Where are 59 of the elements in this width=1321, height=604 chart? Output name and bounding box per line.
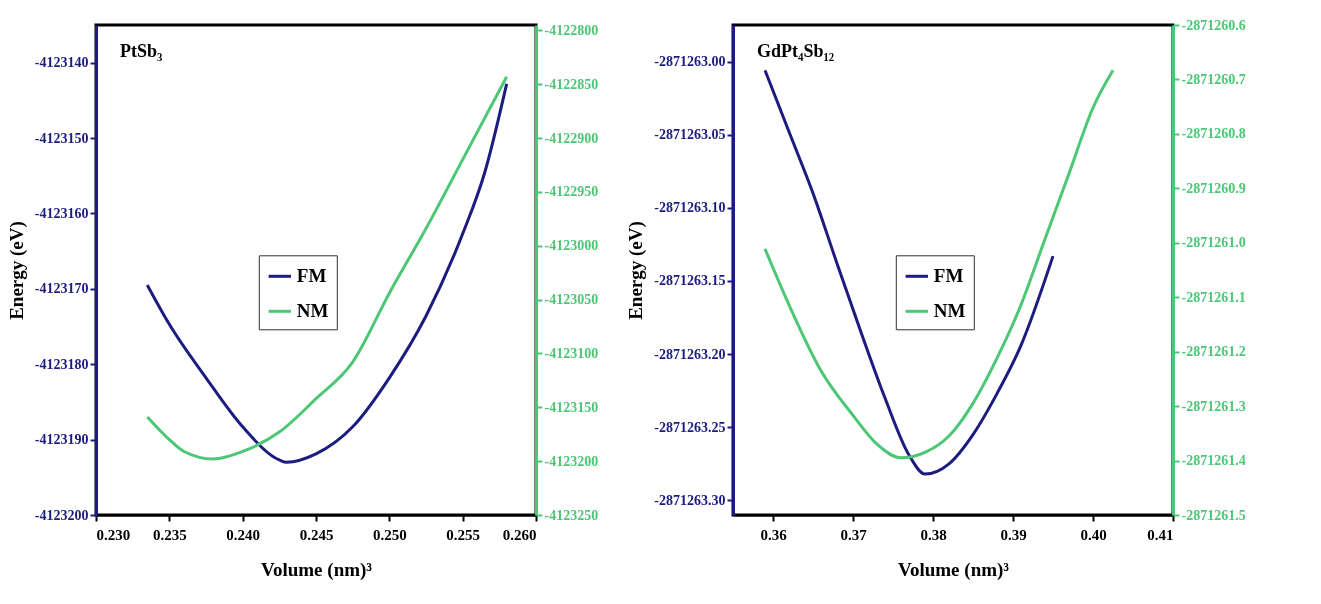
y2-tick-label: -4122850 xyxy=(544,76,599,92)
legend-label: FM xyxy=(933,265,964,287)
y2-tick-label: -2871261.4 xyxy=(1181,453,1246,469)
y2-tick-label: -4123000 xyxy=(544,238,599,254)
y2-tick-label: -2871261.5 xyxy=(1181,507,1246,523)
x-tick-label: 0.39 xyxy=(1000,526,1027,543)
x-tick-label: 0.230 xyxy=(96,526,131,543)
y2-tick-label: -2871260.8 xyxy=(1181,126,1246,142)
annotation: PtSb₃ xyxy=(120,41,164,61)
y-tick-label: -2871263.25 xyxy=(654,419,726,435)
y2-tick-label: -2871260.9 xyxy=(1181,180,1246,196)
y-tick-label: -2871263.20 xyxy=(654,346,726,362)
y2-tick-label: -2871261.3 xyxy=(1181,398,1246,414)
y2-tick-label: -4122900 xyxy=(544,130,599,146)
y2-tick-label: -4123150 xyxy=(544,399,599,415)
y2-tick-label: -2871261.2 xyxy=(1181,344,1246,360)
y-tick-label: -4123190 xyxy=(34,432,89,448)
x-tick-label: 0.40 xyxy=(1080,526,1107,543)
y2-tick-label: -4123100 xyxy=(544,345,599,361)
x-tick-label: 0.250 xyxy=(372,526,407,543)
x-tick-label: 0.235 xyxy=(152,526,187,543)
x-tick-label: 0.245 xyxy=(299,526,334,543)
legend-label: FM xyxy=(296,265,327,287)
y2-tick-label: -2871261.0 xyxy=(1181,235,1246,251)
x-axis-title: Volume (nm)³ xyxy=(260,558,373,581)
y-tick-label: -4123180 xyxy=(34,356,89,372)
y-tick-label: -2871263.15 xyxy=(654,273,726,289)
y-axis-title: Energy (eV) xyxy=(5,221,28,320)
y2-tick-label: -4123250 xyxy=(544,507,599,523)
legend-label: NM xyxy=(296,300,329,322)
y-tick-label: -2871263.00 xyxy=(654,54,726,70)
y-tick-label: -4123150 xyxy=(34,130,89,146)
x-tick-label: 0.36 xyxy=(760,526,788,543)
y-tick-label: -2871263.10 xyxy=(654,200,726,216)
y-tick-label: -4123140 xyxy=(34,55,89,71)
y-tick-label: -4123160 xyxy=(34,205,89,221)
y2-tick-label: -2871260.7 xyxy=(1181,71,1246,87)
legend-label: NM xyxy=(933,300,966,322)
annotation: GdPt₄Sb₁₂ xyxy=(757,41,835,61)
y-tick-label: -2871263.05 xyxy=(654,127,726,143)
line-series xyxy=(763,68,1115,460)
y-tick-label: -4123170 xyxy=(34,281,89,297)
y2-tick-label: -2871260.6 xyxy=(1181,17,1246,33)
y-axis-title: Energy (eV) xyxy=(625,221,648,320)
y-tick-label: -2871263.30 xyxy=(654,492,726,508)
x-tick-label: 0.38 xyxy=(920,526,947,543)
x-tick-label: 0.41 xyxy=(1147,526,1174,543)
x-tick-label: 0.255 xyxy=(446,526,481,543)
x-tick-label: 0.240 xyxy=(226,526,261,543)
y2-tick-label: -4123050 xyxy=(544,292,599,308)
y2-tick-label: -4122800 xyxy=(544,22,599,38)
x-tick-label: 0.260 xyxy=(502,526,537,543)
line-series xyxy=(763,68,1055,476)
y2-tick-label: -4122950 xyxy=(544,184,599,200)
y2-tick-label: -2871261.1 xyxy=(1181,289,1246,305)
y2-tick-label: -4123200 xyxy=(544,453,599,469)
x-tick-label: 0.37 xyxy=(840,526,868,543)
x-axis-title: Volume (nm)³ xyxy=(897,558,1010,581)
y-tick-label: -4123200 xyxy=(34,507,89,523)
